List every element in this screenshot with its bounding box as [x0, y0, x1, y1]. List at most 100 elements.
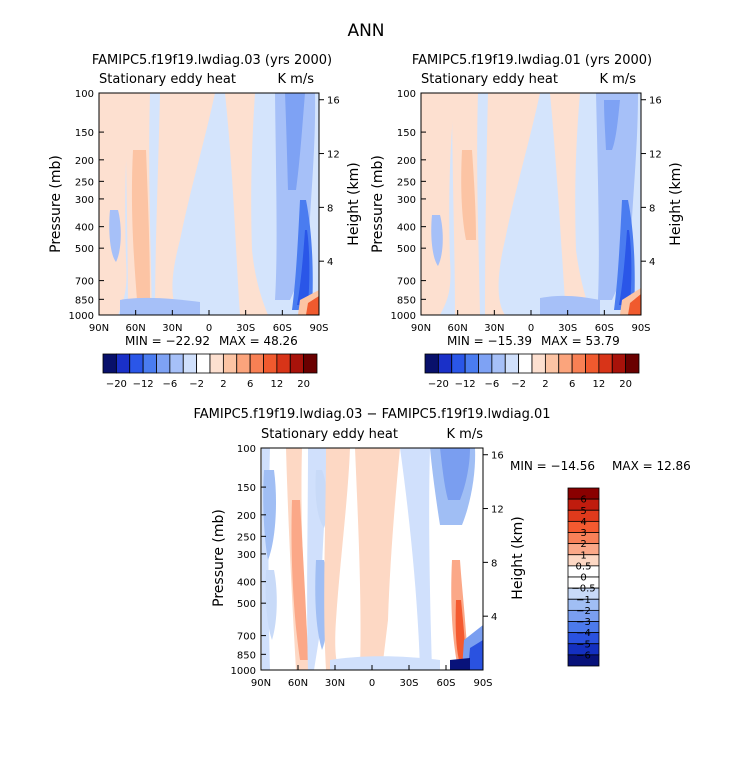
- x-tick-label: 0: [528, 323, 534, 334]
- height-tick-label: 12: [327, 150, 340, 161]
- y-tick-label: 100: [237, 444, 256, 455]
- colorbar-label: 3: [580, 528, 586, 539]
- y-tick-label: 700: [397, 277, 416, 288]
- y-tick-label: 1000: [391, 311, 416, 322]
- height-tick-label: 4: [649, 257, 655, 268]
- warm-band-midlat: [99, 93, 130, 315]
- colorbar-label: 5: [580, 506, 586, 517]
- height-tick-label: 8: [491, 558, 497, 569]
- cold-band-30s: [400, 448, 432, 670]
- colorbar-swatch: [558, 353, 573, 374]
- y-tick-label: 200: [75, 156, 94, 167]
- colorbar-label: −6: [163, 379, 178, 390]
- panel-subtitle-variable: Stationary eddy heat: [421, 72, 558, 87]
- x-tick-label: 60N: [126, 323, 146, 334]
- y-axis-label: Pressure (mb): [211, 509, 227, 607]
- y-ticks: 100 150 200 250 300 400 500 700 850 1000: [69, 89, 104, 322]
- colorbar-label: 0.5: [576, 561, 592, 572]
- y-tick-label: 850: [397, 295, 416, 306]
- x-tick-label: 60N: [288, 678, 308, 689]
- panel-title: FAMIPC5.f19f19.lwdiag.03 (yrs 2000): [92, 53, 332, 68]
- colorbar: −20 −12 −6 −2 2 6 12 20: [102, 353, 318, 390]
- cold-surface-belt: [540, 295, 600, 315]
- max-label: MAX = 12.86: [612, 459, 691, 473]
- x-tick-label: 0: [206, 323, 212, 334]
- y-tick-label: 250: [75, 177, 94, 188]
- colorbar-label: −0.5: [571, 584, 595, 595]
- y-tick-label: 300: [237, 550, 256, 561]
- colorbar-swatch: [437, 353, 453, 374]
- colorbar-swatch: [289, 353, 305, 374]
- colorbar-swatch: [303, 353, 318, 374]
- colorbar-label: 4: [580, 517, 586, 528]
- panel-title: FAMIPC5.f19f19.lwdiag.03 − FAMIPC5.f19f1…: [194, 407, 551, 422]
- y-tick-label: 150: [237, 483, 256, 494]
- colorbar-label: 6: [247, 379, 253, 390]
- page-title: ANN: [347, 21, 384, 41]
- y-tick-label: 300: [75, 195, 94, 206]
- colorbar-label: 2: [542, 379, 548, 390]
- colorbar-label: 6: [569, 379, 575, 390]
- height-tick-label: 16: [649, 96, 662, 107]
- x-tick-label: 30S: [558, 323, 577, 334]
- warm-polar-core: [628, 294, 641, 315]
- colorbar-swatch: [531, 353, 546, 374]
- y-tick-label: 150: [75, 128, 94, 139]
- y-tick-label: 700: [237, 632, 256, 643]
- colorbar-label: −2: [576, 606, 591, 617]
- cold-polar-core: [468, 640, 483, 670]
- colorbar-label: 2: [220, 379, 226, 390]
- colorbar-swatch: [236, 353, 251, 374]
- x-tick-label: 30S: [236, 323, 255, 334]
- cold-polar-min: [450, 658, 470, 670]
- colorbar-label: −3: [576, 617, 591, 628]
- warm-core-60s-inner: [455, 600, 466, 664]
- height-tick-label: 16: [327, 96, 340, 107]
- contour-field: [421, 93, 641, 315]
- height-tick-label: 16: [491, 451, 504, 462]
- height-tick-label: 4: [327, 257, 333, 268]
- warm-core-60n: [461, 150, 476, 240]
- y-axis-label: Pressure (mb): [48, 155, 64, 253]
- colorbar-swatch: [169, 353, 184, 374]
- contour-field: [99, 93, 319, 315]
- y-tick-label: 400: [237, 578, 256, 589]
- warm-core-60n: [291, 500, 308, 660]
- colorbar-label: 20: [297, 379, 310, 390]
- colorbar-swatch: [115, 353, 131, 374]
- colorbar-swatch: [585, 353, 600, 374]
- colorbar-swatch: [209, 353, 224, 374]
- x-tick-label: 90S: [473, 678, 492, 689]
- colorbar-swatch: [625, 353, 640, 374]
- panel-model-03: FAMIPC5.f19f19.lwdiag.03 (yrs 2000) Stat…: [48, 53, 362, 390]
- x-tick-label: 60S: [273, 323, 292, 334]
- warm-band-south: [550, 93, 592, 315]
- warm-plume-trop: [485, 93, 540, 315]
- x-ticks: 90N 60N 30N 0 30S 60S 90S: [251, 665, 493, 689]
- y-tick-label: 250: [237, 532, 256, 543]
- colorbar-swatch: [276, 353, 291, 374]
- colorbar-label: −6: [576, 650, 591, 661]
- y-tick-label: 150: [397, 128, 416, 139]
- panel-title: FAMIPC5.f19f19.lwdiag.01 (yrs 2000): [412, 53, 652, 68]
- colorbar-swatch: [478, 353, 493, 374]
- y-tick-label: 500: [397, 244, 416, 255]
- colorbar-label: −20: [428, 379, 449, 390]
- colorbar-swatch: [611, 353, 627, 374]
- height-tick-label: 12: [491, 505, 504, 516]
- colorbar-label: −1: [576, 595, 591, 606]
- height-tick-label: 8: [649, 203, 655, 214]
- x-tick-label: 60S: [436, 678, 455, 689]
- y-tick-label: 100: [75, 89, 94, 100]
- warm-band-30n: [324, 448, 350, 670]
- y-tick-label: 200: [237, 511, 256, 522]
- min-label: MIN = −22.92: [125, 334, 210, 348]
- colorbar-swatch: [249, 353, 264, 374]
- height-tick-label: 12: [649, 150, 662, 161]
- x-tick-label: 90S: [631, 323, 650, 334]
- colorbar-label: 1: [580, 550, 586, 561]
- colorbar: −20 −12 −6 −2 2 6 12 20: [424, 353, 640, 390]
- panel-subtitle-units: K m/s: [278, 72, 315, 87]
- warm-plume-trop: [155, 93, 215, 315]
